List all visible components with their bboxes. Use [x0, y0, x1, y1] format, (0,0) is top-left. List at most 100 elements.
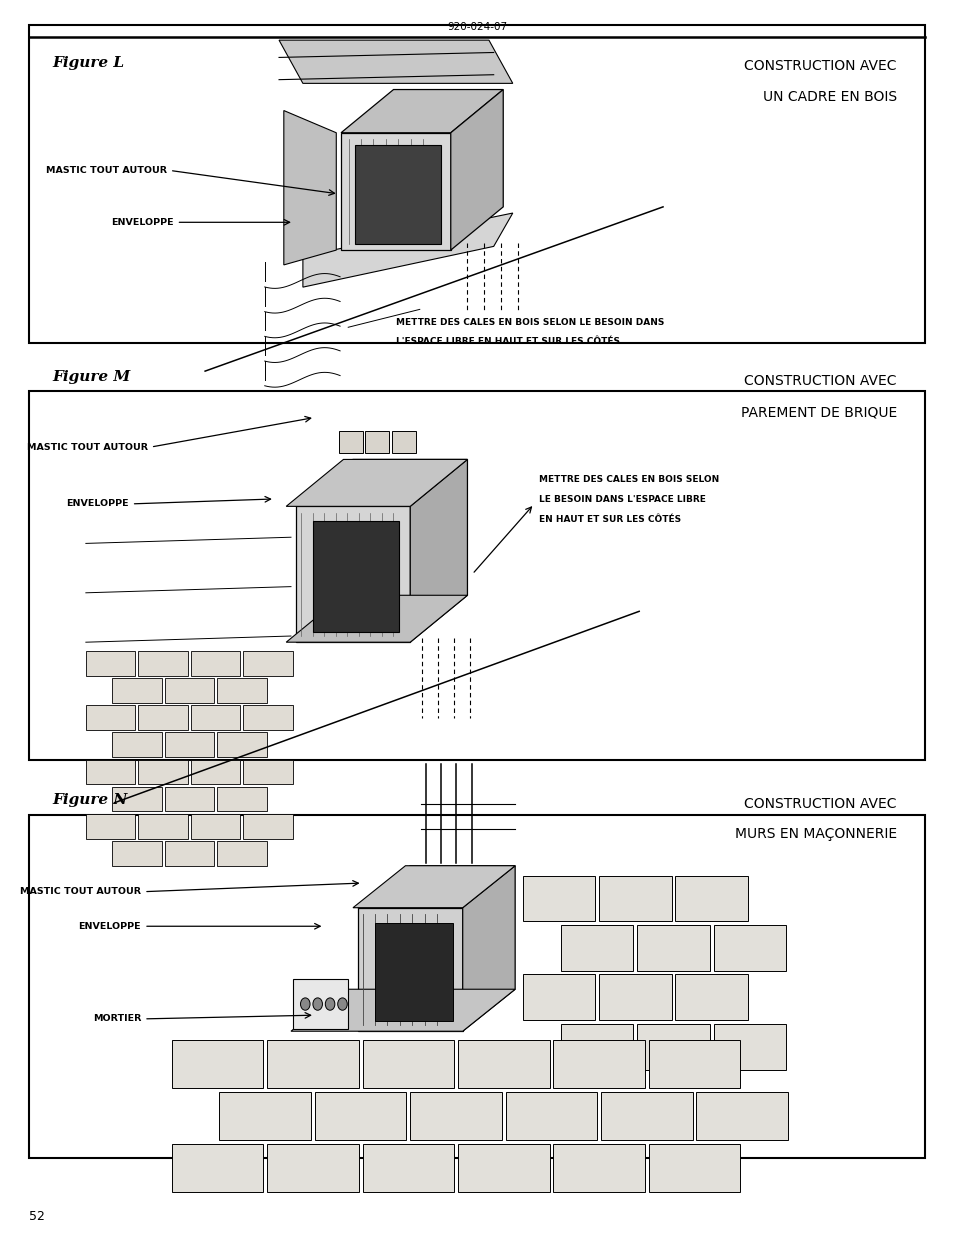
Bar — [191, 705, 240, 730]
Bar — [216, 841, 266, 866]
Bar — [138, 814, 188, 839]
Bar — [522, 974, 595, 1020]
Bar — [29, 391, 924, 760]
Bar — [675, 974, 747, 1020]
Bar — [216, 678, 266, 703]
Bar — [713, 925, 785, 971]
Polygon shape — [353, 866, 515, 908]
Bar — [112, 732, 161, 757]
Bar — [164, 787, 213, 811]
Polygon shape — [286, 459, 467, 506]
Bar — [86, 651, 135, 676]
Bar — [392, 431, 416, 453]
Bar — [191, 760, 240, 784]
Bar — [86, 814, 135, 839]
Bar — [267, 1040, 358, 1088]
Bar — [553, 1144, 644, 1192]
Bar — [216, 732, 266, 757]
Bar — [522, 876, 595, 921]
Bar — [86, 760, 135, 784]
Polygon shape — [286, 595, 467, 642]
Bar — [560, 1024, 633, 1070]
Bar — [112, 841, 161, 866]
Text: ENVELOPPE: ENVELOPPE — [78, 921, 141, 931]
Bar — [172, 1040, 263, 1088]
Polygon shape — [341, 90, 503, 133]
Text: ENVELOPPE: ENVELOPPE — [66, 499, 129, 509]
Polygon shape — [295, 459, 467, 506]
Polygon shape — [450, 90, 503, 249]
Bar — [362, 1040, 454, 1088]
Text: CONSTRUCTION AVEC: CONSTRUCTION AVEC — [743, 59, 896, 73]
Bar — [138, 651, 188, 676]
Bar — [112, 678, 161, 703]
Text: MASTIC TOUT AUTOUR: MASTIC TOUT AUTOUR — [27, 442, 148, 452]
Circle shape — [300, 998, 310, 1010]
Bar — [355, 146, 440, 245]
Bar — [216, 787, 266, 811]
Text: MASTIC TOUT AUTOUR: MASTIC TOUT AUTOUR — [20, 887, 141, 897]
Circle shape — [313, 998, 322, 1010]
Circle shape — [337, 998, 347, 1010]
Bar — [243, 651, 293, 676]
Text: UN CADRE EN BOIS: UN CADRE EN BOIS — [761, 90, 896, 104]
Bar — [637, 1024, 709, 1070]
Bar — [457, 1040, 549, 1088]
Bar — [313, 521, 398, 632]
Bar — [243, 705, 293, 730]
Bar — [138, 705, 188, 730]
Bar — [138, 760, 188, 784]
Polygon shape — [295, 506, 410, 642]
Bar — [191, 814, 240, 839]
Bar — [243, 760, 293, 784]
Text: CONSTRUCTION AVEC: CONSTRUCTION AVEC — [743, 797, 896, 810]
Text: MASTIC TOUT AUTOUR: MASTIC TOUT AUTOUR — [46, 165, 167, 175]
Bar — [696, 1092, 787, 1140]
Bar — [598, 974, 671, 1020]
Text: Figure L: Figure L — [52, 56, 125, 69]
Text: CONSTRUCTION AVEC: CONSTRUCTION AVEC — [743, 374, 896, 388]
Bar — [219, 1092, 311, 1140]
Bar — [648, 1040, 740, 1088]
Bar — [600, 1092, 692, 1140]
Text: PAREMENT DE BRIQUE: PAREMENT DE BRIQUE — [740, 405, 896, 419]
Bar — [505, 1092, 597, 1140]
Text: Figure M: Figure M — [52, 370, 131, 384]
Bar — [410, 1092, 501, 1140]
Text: EN HAUT ET SUR LES CÔTÉS: EN HAUT ET SUR LES CÔTÉS — [538, 515, 680, 524]
Bar — [86, 705, 135, 730]
Bar — [648, 1144, 740, 1192]
Bar — [293, 979, 348, 1029]
Polygon shape — [357, 866, 515, 908]
Bar — [598, 876, 671, 921]
Text: METTRE DES CALES EN BOIS SELON: METTRE DES CALES EN BOIS SELON — [538, 475, 719, 484]
Bar — [164, 678, 213, 703]
Text: METTRE DES CALES EN BOIS SELON LE BESOIN DANS: METTRE DES CALES EN BOIS SELON LE BESOIN… — [395, 319, 663, 327]
Bar — [191, 651, 240, 676]
Bar — [164, 841, 213, 866]
Polygon shape — [357, 908, 462, 1031]
Bar — [375, 923, 453, 1021]
Polygon shape — [278, 41, 512, 84]
Bar — [338, 431, 362, 453]
Circle shape — [325, 998, 335, 1010]
Polygon shape — [283, 111, 335, 266]
Bar — [172, 1144, 263, 1192]
Bar — [164, 732, 213, 757]
Bar — [675, 876, 747, 921]
Text: L'ESPACE LIBRE EN HAUT ET SUR LES CÔTÉS: L'ESPACE LIBRE EN HAUT ET SUR LES CÔTÉS — [395, 337, 619, 346]
Text: 52: 52 — [29, 1209, 45, 1223]
Text: MORTIER: MORTIER — [92, 1014, 141, 1024]
Bar — [365, 431, 389, 453]
Bar — [112, 787, 161, 811]
Text: MURS EN MAÇONNERIE: MURS EN MAÇONNERIE — [734, 827, 896, 841]
Bar — [637, 925, 709, 971]
Bar — [457, 1144, 549, 1192]
Polygon shape — [341, 133, 450, 249]
Polygon shape — [410, 459, 467, 642]
Text: Figure N: Figure N — [52, 793, 128, 806]
Bar — [29, 25, 924, 343]
Text: ENVELOPPE: ENVELOPPE — [111, 217, 173, 227]
Bar — [243, 814, 293, 839]
Bar — [29, 815, 924, 1158]
